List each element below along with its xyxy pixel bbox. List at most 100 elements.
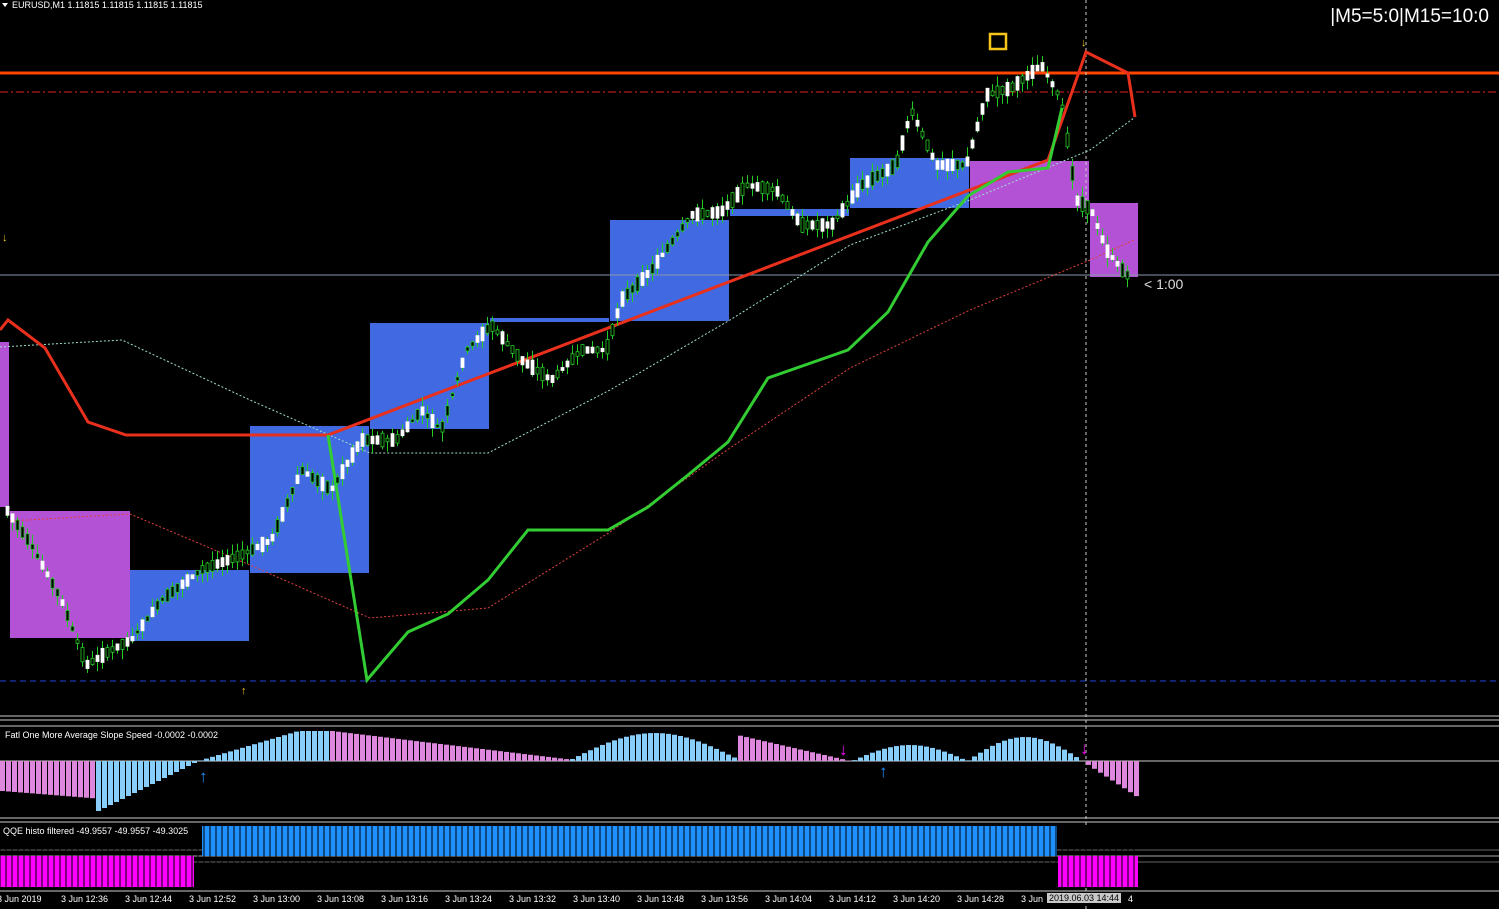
histogram-bar [222,753,227,761]
histogram-bar [606,742,611,761]
histogram-bar [102,761,107,808]
histogram-bar [186,761,191,766]
histogram-bar [276,737,281,761]
candle-body [835,214,840,220]
candle-body [1080,196,1085,212]
candle-body [460,357,465,368]
histogram-bar [120,761,125,799]
histogram-bar [918,745,923,761]
candle-body [715,206,720,219]
candle-body [635,276,640,292]
candle-body [405,421,410,433]
candle-body [125,637,130,647]
histogram-bar [156,761,161,781]
candle-body [695,207,700,222]
candle-body [390,433,395,447]
candle-body [660,252,665,258]
candle-body [500,331,505,345]
time-tick: 3 Jun 13:56 [701,894,749,904]
candle-body [130,636,135,642]
candle-body [115,643,120,651]
candle-body [55,588,60,597]
candle-body [375,435,380,445]
candle-body [590,346,595,354]
time-tick: 3 Jun 12:36 [61,894,109,904]
candle-body [345,459,350,467]
histogram-bar [492,750,497,761]
candle-body [675,231,680,238]
histogram-bar [498,751,503,761]
candle-body [45,571,50,578]
histogram-bar [1038,739,1043,761]
histogram-bar [954,756,959,761]
histogram-bar [18,761,23,793]
candle-body [935,160,940,170]
candle-body [905,121,910,129]
candle-body [535,366,540,375]
candle-body [340,464,345,480]
histogram-bar [360,734,365,761]
candle-body [1040,62,1045,72]
time-tick: 3 Jun 2019 [0,894,42,904]
histogram-bar [546,756,551,761]
histogram-bar [414,741,419,761]
histogram-bar [738,735,743,761]
histogram-bar [282,735,287,761]
candle-body [730,192,735,208]
candle-body [1070,165,1075,182]
current-time-label: 2019.06.03 14:44 [1047,893,1122,903]
histogram-bar [1002,740,1007,761]
candle-body [235,550,240,563]
candle-body [455,376,460,382]
candle-body [295,474,300,484]
candle-body [25,533,30,546]
histogram-bar [144,761,149,787]
histogram-bar [96,761,101,811]
candle-body [700,208,705,220]
histogram-bar [720,751,725,761]
histogram-bar [354,733,359,761]
histogram-bar [714,748,719,761]
histogram-bar [978,752,983,761]
candle-body [840,203,845,218]
candle-body [940,160,945,170]
candle-body [365,434,370,446]
candle-body [1000,86,1005,95]
candle-body [930,152,935,160]
histogram-bar [444,744,449,761]
histogram-bar [828,756,833,761]
candle-body [615,308,620,319]
candle-body [680,223,685,232]
candle-body [980,103,985,115]
candle-body [1075,195,1080,206]
time-tick: 4 [1128,894,1134,904]
candle-body [475,335,480,343]
histogram-bar [960,758,965,761]
histogram-bar [534,755,539,761]
histogram-bar [1092,761,1097,769]
candle-body [325,480,330,495]
histogram-bar [264,740,269,761]
candle-body [135,629,140,635]
histogram-bar [726,754,731,761]
candle-body [65,610,70,622]
time-tick: 3 Jun 14:04 [765,894,813,904]
candle-body [520,356,525,366]
candlesticks [5,55,1130,673]
candle-body [995,85,1000,99]
candle-body [370,435,375,445]
candle-body [855,183,860,198]
red-trend-line [0,49,1137,437]
candle-body [1120,262,1125,278]
histogram-bar [66,761,71,797]
candle-body [1095,223,1100,229]
candle-body [265,538,270,546]
histogram-bar [228,751,233,761]
menu-triangle-icon[interactable] [2,3,8,7]
histogram-bar [1086,761,1091,765]
candle-body [560,367,565,371]
candle-body [35,553,40,559]
histogram-bar [708,746,713,761]
up-arrow-icon: ↑ [879,762,888,781]
